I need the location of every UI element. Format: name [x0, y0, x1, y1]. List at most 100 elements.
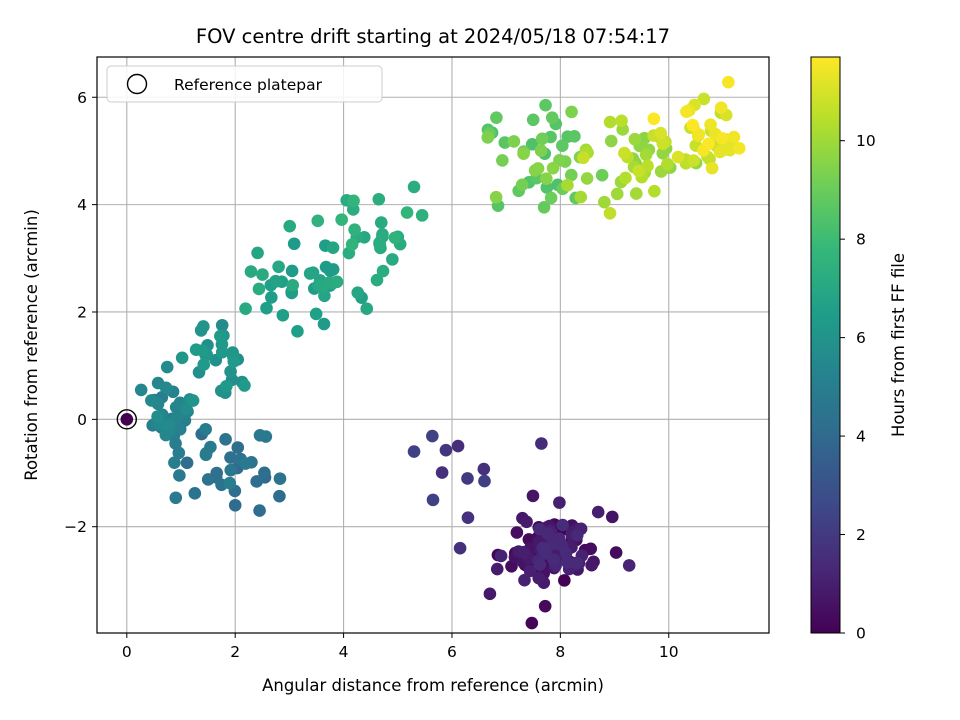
data-point: [311, 214, 325, 228]
data-point: [287, 237, 301, 251]
data-point: [545, 111, 559, 124]
data-point: [258, 466, 271, 480]
data-point: [591, 505, 605, 519]
colorbar-gradient: [810, 56, 841, 634]
data-point: [713, 145, 727, 159]
data-point: [714, 101, 728, 115]
data-point: [584, 542, 598, 556]
data-point: [490, 562, 504, 576]
data-point: [520, 515, 533, 529]
y-axis-ticks: −2 0 2 4 6: [64, 89, 97, 536]
data-point: [220, 379, 233, 393]
y-axis-label: Rotation from reference (arcmin): [22, 209, 41, 481]
data-point: [273, 472, 287, 485]
data-point: [537, 201, 551, 214]
data-point: [186, 394, 200, 407]
y-tick-label: 4: [77, 196, 87, 214]
data-point: [558, 574, 571, 587]
data-point: [570, 556, 584, 570]
data-point: [697, 92, 711, 106]
data-point: [335, 213, 348, 226]
data-point: [533, 522, 546, 536]
x-tick-label: 8: [555, 643, 565, 661]
data-point: [490, 111, 503, 124]
data-point: [610, 187, 624, 201]
data-point: [704, 118, 717, 132]
data-point: [228, 498, 242, 512]
data-point: [609, 546, 623, 559]
data-point: [533, 558, 547, 571]
data-point: [169, 491, 183, 505]
data-point: [615, 114, 628, 128]
data-point: [629, 187, 643, 200]
data-point: [507, 135, 521, 148]
data-point: [574, 190, 588, 204]
data-point: [518, 573, 531, 587]
legend-label: Reference platepar: [174, 76, 323, 94]
data-point: [439, 443, 453, 457]
data-point: [544, 191, 558, 205]
data-point: [692, 128, 706, 141]
data-point: [535, 437, 548, 450]
data-point: [622, 559, 636, 572]
plot-frame: [96, 56, 770, 634]
data-point: [224, 463, 238, 477]
data-point: [639, 148, 653, 162]
data-point: [540, 172, 553, 185]
data-point: [461, 511, 475, 524]
data-point: [272, 260, 285, 274]
x-tick-label: 2: [230, 643, 240, 661]
data-point: [483, 587, 497, 601]
data-point: [360, 302, 374, 316]
data-point: [534, 144, 548, 157]
data-point: [276, 308, 290, 322]
data-point: [372, 192, 386, 206]
data-point: [197, 320, 210, 333]
data-point: [576, 151, 590, 165]
colorbar-label: Hours from first FF file: [889, 253, 908, 437]
data-point: [326, 241, 340, 254]
data-point: [269, 275, 283, 288]
data-point: [239, 302, 252, 315]
data-point: [283, 219, 297, 233]
data-point: [188, 487, 202, 500]
data-point: [309, 307, 323, 321]
data-point: [347, 194, 360, 208]
data-point: [201, 473, 215, 486]
data-point: [251, 246, 264, 260]
data-point: [680, 105, 693, 119]
data-point: [451, 439, 465, 453]
data-point: [223, 476, 237, 490]
data-point: [580, 172, 594, 185]
data-point: [568, 130, 581, 143]
data-point: [173, 422, 187, 436]
data-point: [159, 381, 173, 395]
data-point: [330, 275, 344, 289]
reference-platepar-marker: [116, 409, 138, 430]
data-point: [374, 216, 388, 229]
chart-title: FOV centre drift starting at 2024/05/18 …: [196, 25, 670, 48]
data-point: [285, 264, 299, 278]
data-point: [535, 132, 549, 146]
data-point: [618, 146, 631, 160]
data-point: [227, 355, 241, 368]
data-point: [570, 528, 584, 542]
data-point: [215, 318, 229, 332]
data-point: [556, 139, 569, 152]
colorbar-tick-label: 2: [856, 526, 866, 544]
data-point: [273, 489, 286, 503]
y-tick-label: 0: [77, 411, 87, 429]
data-point: [648, 184, 661, 198]
x-tick-label: 0: [122, 643, 132, 661]
data-point: [252, 282, 266, 296]
data-point: [656, 146, 670, 160]
data-point: [435, 466, 449, 479]
data-point: [585, 558, 598, 572]
data-point: [219, 433, 232, 446]
data-point: [224, 451, 237, 464]
data-point: [619, 171, 632, 185]
data-point: [453, 541, 467, 555]
data-point: [461, 472, 474, 485]
data-point: [253, 429, 267, 442]
